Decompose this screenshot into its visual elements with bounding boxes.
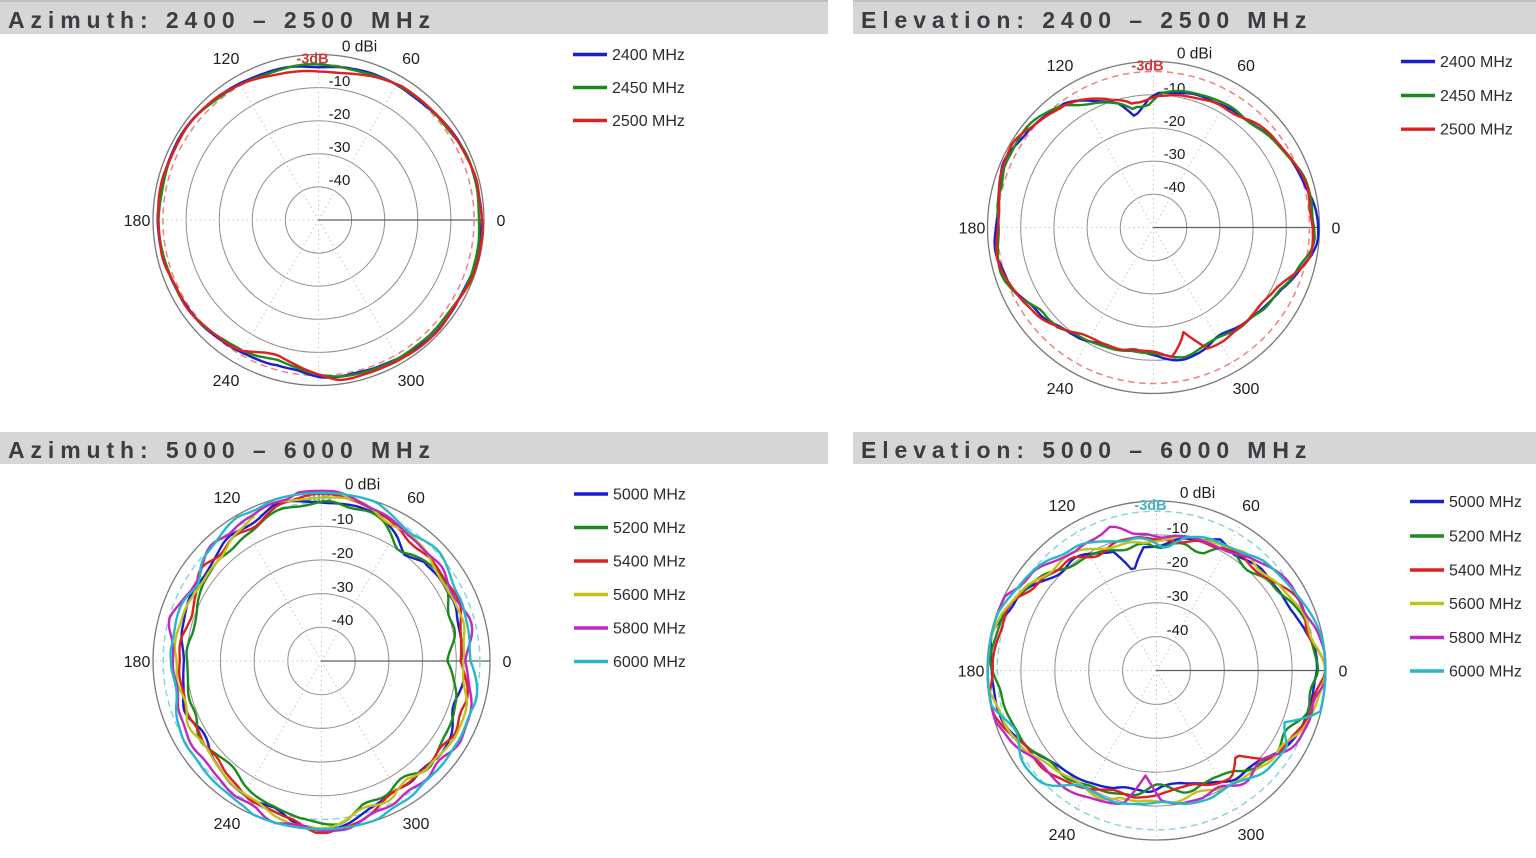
svg-text:-40: -40 [1167, 622, 1189, 639]
svg-text:-40: -40 [329, 172, 351, 189]
svg-text:0 dBi: 0 dBi [342, 39, 377, 56]
svg-text:2500 MHz: 2500 MHz [612, 113, 685, 130]
svg-text:5600 MHz: 5600 MHz [613, 587, 686, 604]
svg-text:-10: -10 [329, 73, 351, 90]
svg-text:5000 MHz: 5000 MHz [613, 487, 686, 504]
svg-text:2450 MHz: 2450 MHz [612, 80, 685, 97]
svg-text:60: 60 [407, 490, 425, 507]
svg-text:300: 300 [1233, 381, 1260, 398]
svg-text:60: 60 [1242, 498, 1260, 515]
svg-text:2500 MHz: 2500 MHz [1440, 122, 1513, 139]
svg-text:300: 300 [398, 373, 425, 390]
svg-text:-30: -30 [332, 579, 354, 596]
svg-text:240: 240 [1047, 381, 1074, 398]
svg-text:6000 MHz: 6000 MHz [613, 654, 686, 671]
svg-text:240: 240 [214, 816, 241, 833]
svg-text:-40: -40 [1164, 179, 1186, 196]
svg-text:5400 MHz: 5400 MHz [1449, 563, 1522, 580]
svg-text:-30: -30 [1164, 146, 1186, 163]
svg-text:-30: -30 [1167, 588, 1189, 605]
svg-text:60: 60 [402, 51, 420, 68]
svg-text:240: 240 [1049, 827, 1076, 844]
svg-text:0 dBi: 0 dBi [345, 477, 380, 494]
svg-text:-3dB: -3dB [1131, 59, 1163, 75]
svg-text:-20: -20 [332, 545, 354, 562]
svg-text:5400 MHz: 5400 MHz [613, 554, 686, 571]
svg-text:5200 MHz: 5200 MHz [1449, 529, 1522, 546]
svg-text:240: 240 [213, 373, 240, 390]
svg-text:-10: -10 [1167, 520, 1189, 537]
svg-text:120: 120 [213, 51, 240, 68]
svg-text:0: 0 [1339, 664, 1348, 681]
svg-text:-40: -40 [332, 612, 354, 629]
svg-text:120: 120 [1049, 498, 1076, 515]
svg-text:300: 300 [403, 816, 430, 833]
svg-text:120: 120 [1047, 58, 1074, 75]
svg-text:-10: -10 [332, 511, 354, 528]
svg-text:-20: -20 [1167, 554, 1189, 571]
svg-text:2400 MHz: 2400 MHz [612, 47, 685, 64]
svg-text:5800 MHz: 5800 MHz [613, 621, 686, 638]
svg-text:300: 300 [1238, 827, 1265, 844]
svg-text:180: 180 [124, 654, 151, 671]
svg-text:60: 60 [1237, 58, 1255, 75]
svg-text:2400 MHz: 2400 MHz [1440, 54, 1513, 71]
svg-text:0: 0 [503, 654, 512, 671]
svg-text:0: 0 [497, 213, 506, 230]
svg-text:-30: -30 [329, 139, 351, 156]
svg-text:0 dBi: 0 dBi [1177, 46, 1212, 63]
svg-text:120: 120 [214, 490, 241, 507]
svg-text:180: 180 [959, 221, 986, 238]
svg-text:5200 MHz: 5200 MHz [613, 520, 686, 537]
svg-text:6000 MHz: 6000 MHz [1449, 664, 1522, 681]
svg-text:5800 MHz: 5800 MHz [1449, 630, 1522, 647]
svg-text:-20: -20 [329, 106, 351, 123]
svg-text:-3dB: -3dB [1134, 498, 1166, 514]
svg-text:-20: -20 [1164, 113, 1186, 130]
svg-text:180: 180 [124, 213, 151, 230]
svg-text:180: 180 [958, 664, 985, 681]
svg-text:0: 0 [1332, 221, 1341, 238]
svg-text:5600 MHz: 5600 MHz [1449, 596, 1522, 613]
svg-text:5000 MHz: 5000 MHz [1449, 494, 1522, 511]
svg-text:2450 MHz: 2450 MHz [1440, 88, 1513, 105]
svg-text:0 dBi: 0 dBi [1180, 485, 1215, 502]
